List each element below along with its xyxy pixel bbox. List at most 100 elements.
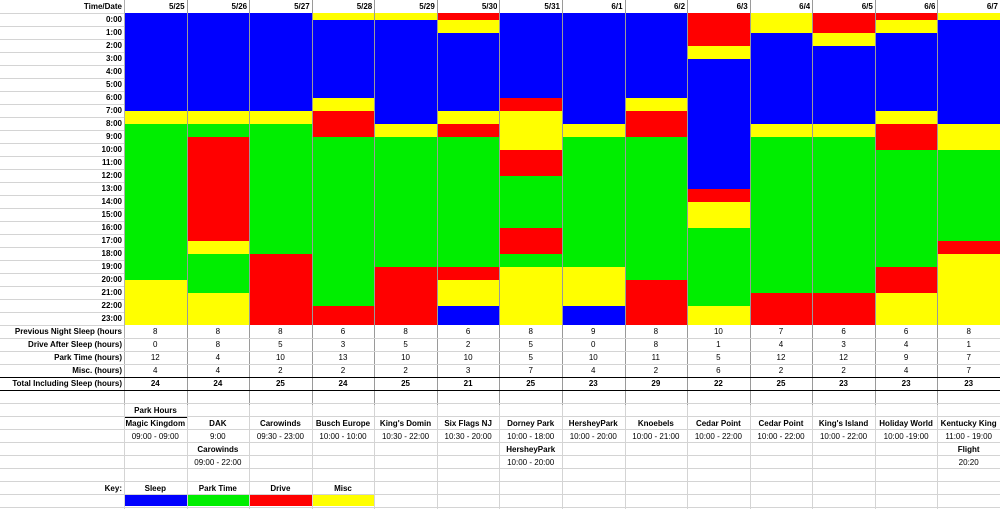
total-row-label[interactable]: Total Including Sleep (hours) [12, 379, 122, 388]
schedule-block[interactable] [436, 279, 500, 306]
schedule-block[interactable] [436, 266, 500, 280]
total-value[interactable]: 24 [213, 379, 223, 388]
schedule-block[interactable] [874, 149, 938, 267]
total-value[interactable]: 23 [588, 379, 598, 388]
total-value[interactable]: 24 [338, 379, 348, 388]
key-label-drive[interactable]: Drive [270, 484, 291, 493]
summary-value[interactable]: 1 [966, 340, 971, 349]
summary-value[interactable]: 4 [903, 366, 909, 375]
schedule-block[interactable] [311, 136, 375, 306]
summary-value[interactable]: 2 [465, 340, 471, 349]
date-header-6-7[interactable]: 6/7 [986, 2, 998, 11]
date-header-5-30[interactable]: 5/30 [481, 2, 498, 11]
schedule-block[interactable] [374, 13, 438, 20]
schedule-block[interactable] [874, 32, 938, 111]
summary-value[interactable]: 10 [401, 353, 410, 362]
schedule-block[interactable] [874, 110, 938, 124]
total-value[interactable]: 23 [964, 379, 974, 388]
schedule-block[interactable] [374, 136, 438, 267]
summary-value[interactable]: 0 [153, 340, 158, 349]
schedule-block[interactable] [561, 266, 626, 306]
schedule-block[interactable] [311, 110, 375, 137]
schedule-block[interactable] [249, 13, 313, 111]
summary-value[interactable]: 3 [841, 340, 846, 349]
key-label-misc[interactable]: Misc [334, 484, 352, 493]
park-name[interactable]: Knoebels [637, 419, 674, 428]
schedule-block[interactable] [186, 253, 250, 293]
hour-label[interactable]: 19:00 [101, 262, 122, 271]
date-header-6-5[interactable]: 6/5 [861, 2, 873, 11]
date-header-6-6[interactable]: 6/6 [924, 2, 936, 11]
summary-value[interactable]: 2 [278, 366, 283, 375]
schedule-block[interactable] [499, 266, 563, 325]
summary-value[interactable]: 5 [528, 353, 533, 362]
schedule-block[interactable] [186, 13, 250, 111]
time-date-header[interactable]: Time/Date [83, 2, 122, 11]
summary-value[interactable]: 8 [153, 327, 158, 336]
summary-value[interactable]: 9 [591, 327, 596, 336]
schedule-block[interactable] [561, 13, 626, 124]
schedule-block[interactable] [937, 240, 1000, 254]
summary-value[interactable]: 6 [841, 327, 846, 336]
summary-value[interactable]: 2 [340, 366, 346, 375]
schedule-block[interactable] [874, 266, 938, 293]
summary-value[interactable]: 4 [215, 353, 221, 362]
date-header-6-3[interactable]: 6/3 [736, 2, 748, 11]
schedule-block[interactable] [374, 123, 438, 137]
summary-value[interactable]: 4 [215, 366, 221, 375]
summary-value[interactable]: 8 [215, 327, 221, 336]
hour-label[interactable]: 10:00 [101, 145, 122, 154]
schedule-block[interactable] [124, 13, 188, 111]
summary-value[interactable]: 2 [403, 366, 408, 375]
park-name[interactable]: HersheyPark [568, 419, 618, 428]
schedule-block[interactable] [436, 13, 500, 20]
summary-row-label[interactable]: Previous Night Sleep (hours [14, 327, 122, 336]
date-header-5-29[interactable]: 5/29 [419, 2, 435, 11]
park-hours[interactable]: 11:00 - 19:00 [945, 432, 992, 441]
schedule-block[interactable] [937, 123, 1000, 150]
schedule-block[interactable] [499, 227, 563, 254]
hour-label[interactable]: 14:00 [101, 197, 122, 206]
schedule-block[interactable] [374, 19, 438, 124]
summary-value[interactable]: 5 [278, 340, 283, 349]
summary-value[interactable]: 10 [275, 353, 285, 362]
summary-value[interactable]: 10 [713, 327, 723, 336]
schedule-block[interactable] [499, 110, 563, 150]
schedule-block[interactable] [812, 292, 876, 325]
park-name[interactable]: Magic Kingdom [125, 419, 186, 428]
summary-value[interactable]: 13 [338, 353, 348, 362]
hour-label[interactable]: 18:00 [101, 249, 122, 258]
date-header-5-25[interactable]: 5/25 [168, 2, 185, 11]
park-name[interactable]: Busch Europe [315, 419, 371, 428]
summary-value[interactable]: 6 [465, 327, 471, 336]
park-hours[interactable]: 10:00 - 21:00 [632, 432, 680, 441]
schedule-block[interactable] [749, 292, 813, 325]
schedule-block[interactable] [937, 13, 1000, 20]
schedule-block[interactable] [374, 266, 438, 325]
park-hours[interactable]: 09:00 - 09:00 [131, 432, 179, 441]
summary-value[interactable]: 7 [778, 327, 784, 336]
schedule-block[interactable] [499, 13, 563, 98]
summary-value[interactable]: 10 [588, 353, 598, 362]
hour-label[interactable]: 4:00 [105, 67, 122, 76]
summary-value[interactable]: 2 [841, 366, 846, 375]
key-label-park-time[interactable]: Park Time [198, 484, 237, 493]
schedule-block[interactable] [436, 32, 500, 111]
schedule-block[interactable] [687, 305, 751, 325]
park-name[interactable]: King's Domin [379, 419, 432, 428]
schedule-block[interactable] [561, 305, 626, 325]
summary-value[interactable]: 8 [278, 327, 283, 336]
park-name[interactable]: Dorney Park [507, 419, 555, 428]
park-hours[interactable]: 9:00 [210, 432, 226, 441]
summary-row-label[interactable]: Drive After Sleep (hours) [28, 340, 122, 349]
schedule-block[interactable] [436, 123, 500, 137]
schedule-block[interactable] [186, 136, 250, 241]
schedule-block[interactable] [561, 123, 626, 137]
total-value[interactable]: 21 [463, 379, 473, 388]
total-value[interactable]: 25 [275, 379, 285, 388]
schedule-block[interactable] [624, 13, 688, 98]
summary-value[interactable]: 3 [465, 366, 471, 375]
park-name[interactable]: Holiday World [879, 419, 933, 428]
summary-value[interactable]: 7 [528, 366, 533, 375]
park-name[interactable]: HersheyPark [506, 445, 556, 454]
